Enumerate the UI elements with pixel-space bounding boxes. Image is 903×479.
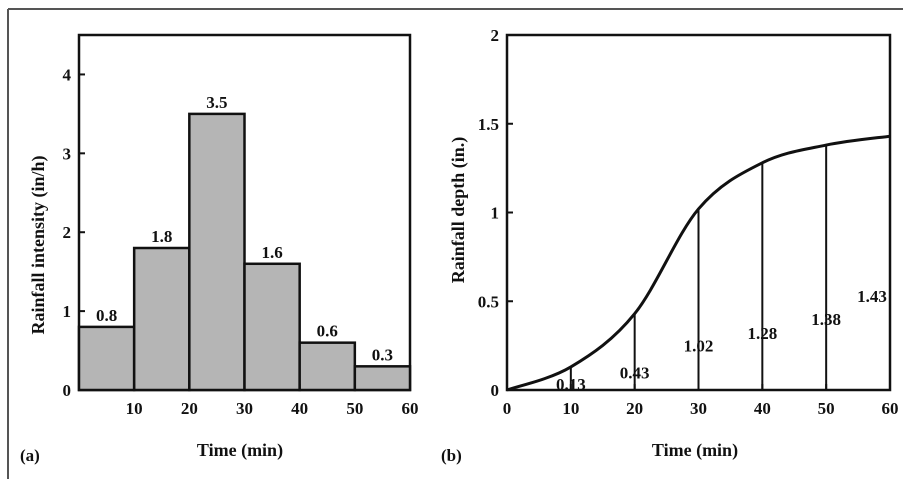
x-tick-label: 30 xyxy=(236,399,253,418)
x-axis-title: Time (min) xyxy=(652,440,738,461)
histogram-bar xyxy=(132,246,191,392)
y-tick-label: 0 xyxy=(63,381,72,400)
y-axis-title: Rainfall intensity (in/h) xyxy=(28,155,49,334)
bar-value-label: 3.5 xyxy=(206,93,227,112)
depth-value-label: 1.43 xyxy=(857,287,887,306)
y-tick-label: 1 xyxy=(63,302,72,321)
y-tick-label: 1.5 xyxy=(478,115,499,134)
depth-value-label: 1.28 xyxy=(747,324,777,343)
y-tick-label: 2 xyxy=(491,26,500,45)
x-tick-label: 60 xyxy=(882,399,899,418)
panel-label: (b) xyxy=(441,446,462,465)
bar-value-label: 1.6 xyxy=(261,243,282,262)
panel-b-cumulative-depth: 0.130.431.021.281.381.43 0 10 20 30 40 50 60 0… xyxy=(441,26,899,465)
depth-value-label: 1.02 xyxy=(684,337,714,356)
x-tick-label: 20 xyxy=(181,399,198,418)
y-tick-label: 1 xyxy=(491,204,500,223)
x-tick-label: 30 xyxy=(690,399,707,418)
cumulative-depth-curve xyxy=(506,134,891,392)
bar-value-label: 0.6 xyxy=(317,322,338,341)
y-axis-title: Rainfall depth (in.) xyxy=(448,137,469,284)
histogram-bar xyxy=(243,262,301,392)
histogram-bar xyxy=(353,365,412,392)
depth-value-label: 0.43 xyxy=(620,363,650,382)
panel-label: (a) xyxy=(20,446,40,465)
panel-a-intensity-histogram: 0.8 1.8 3.5 1.6 0.6 0.3 10 20 30 40 50 60 0 1 2 3 4 Ti… xyxy=(20,33,419,465)
depth-value-label: 1.38 xyxy=(811,310,841,329)
x-tick-label: 40 xyxy=(291,399,308,418)
histogram-bar xyxy=(298,341,357,392)
x-tick-label: 10 xyxy=(126,399,143,418)
x-tick-label: 60 xyxy=(402,399,419,418)
bar-value-label: 0.3 xyxy=(372,345,393,364)
y-tick-label: 0 xyxy=(491,381,500,400)
bar-value-label: 0.8 xyxy=(96,306,117,325)
x-tick-label: 50 xyxy=(346,399,363,418)
x-axis-title: Time (min) xyxy=(197,440,283,461)
y-tick-label: 2 xyxy=(63,223,72,242)
y-tick-label: 4 xyxy=(63,65,72,84)
y-tick-label: 3 xyxy=(63,144,72,163)
x-tick-label: 10 xyxy=(562,399,579,418)
x-tick-label: 0 xyxy=(503,399,512,418)
x-tick-label: 20 xyxy=(626,399,643,418)
x-tick-label: 40 xyxy=(754,399,771,418)
histogram-bar xyxy=(188,112,246,392)
x-tick-label: 50 xyxy=(818,399,835,418)
bar-value-label: 1.8 xyxy=(151,227,172,246)
histogram-bar xyxy=(77,325,136,392)
y-tick-label: 0.5 xyxy=(478,292,499,311)
